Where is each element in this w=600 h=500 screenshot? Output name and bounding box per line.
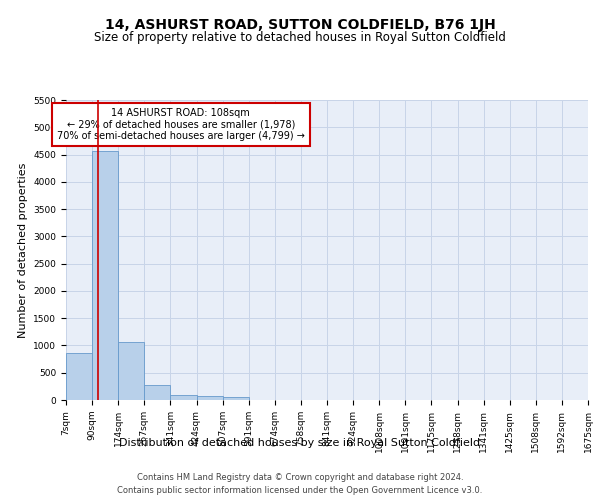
Text: 14 ASHURST ROAD: 108sqm
← 29% of detached houses are smaller (1,978)
70% of semi: 14 ASHURST ROAD: 108sqm ← 29% of detache… [57, 108, 305, 140]
Text: Size of property relative to detached houses in Royal Sutton Coldfield: Size of property relative to detached ho… [94, 31, 506, 44]
Bar [197, 396, 223, 400]
Bar [223, 398, 249, 400]
Bar [145, 385, 170, 400]
Bar [92, 152, 118, 400]
Y-axis label: Number of detached properties: Number of detached properties [18, 162, 28, 338]
Bar [66, 352, 92, 400]
Text: Contains HM Land Registry data © Crown copyright and database right 2024.: Contains HM Land Registry data © Crown c… [137, 472, 463, 482]
Text: 14, ASHURST ROAD, SUTTON COLDFIELD, B76 1JH: 14, ASHURST ROAD, SUTTON COLDFIELD, B76 … [104, 18, 496, 32]
Bar [170, 396, 197, 400]
Text: Contains public sector information licensed under the Open Government Licence v3: Contains public sector information licen… [118, 486, 482, 495]
Text: Distribution of detached houses by size in Royal Sutton Coldfield: Distribution of detached houses by size … [119, 438, 481, 448]
Bar [118, 342, 145, 400]
